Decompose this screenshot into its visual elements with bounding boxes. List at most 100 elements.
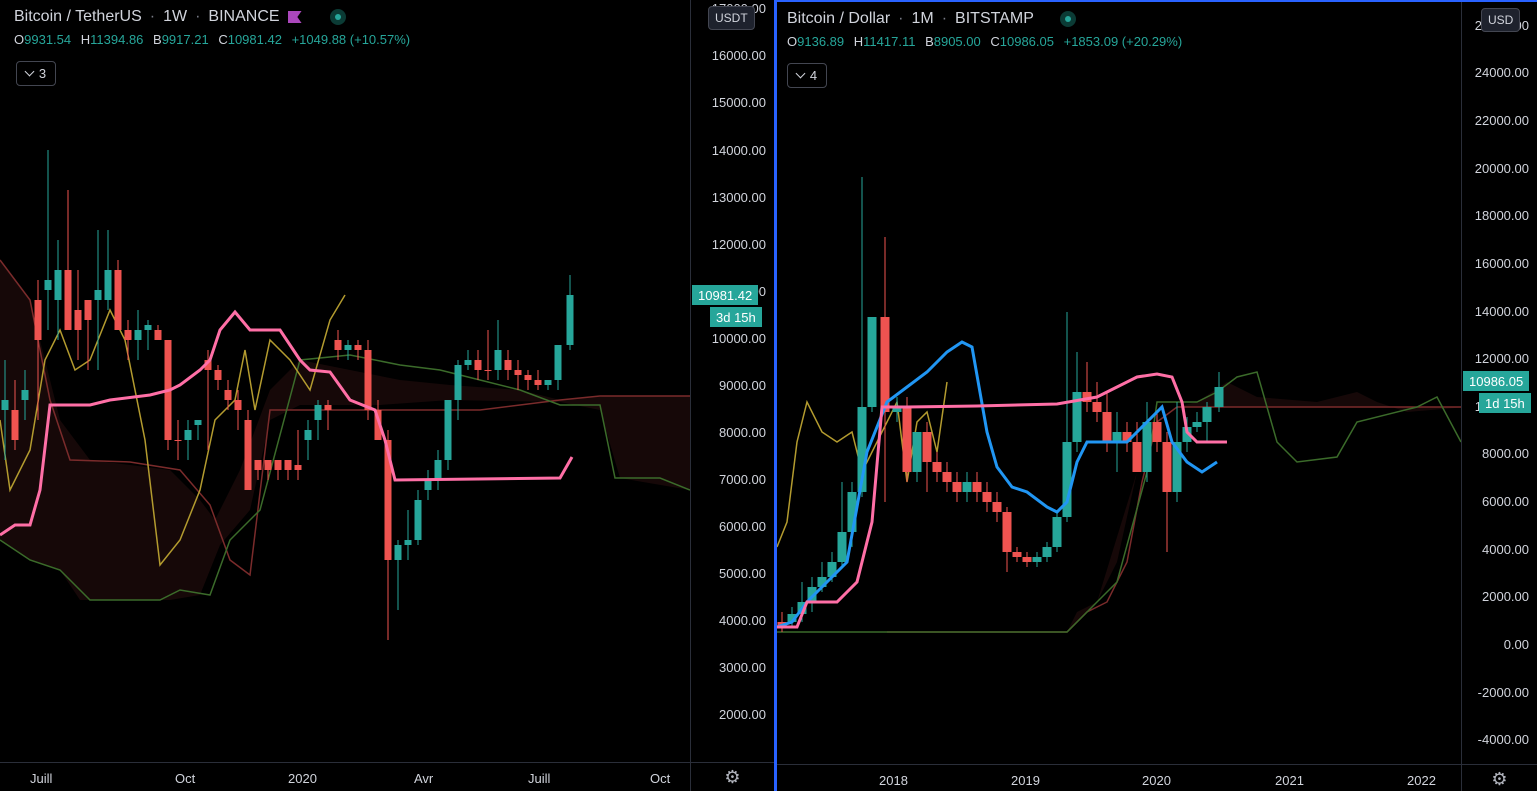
left-time-axis[interactable]: Juill Oct 2020 Avr Juill Oct	[0, 762, 690, 791]
candle-body	[857, 407, 867, 492]
candle-body	[827, 562, 837, 577]
candle-body	[1002, 512, 1012, 552]
left-countdown-tag: 3d 15h	[710, 307, 762, 327]
time-tick-label: 2022	[1407, 773, 1436, 788]
left-ohlc-values: O9931.54 H11394.86 B9917.21 C10981.42 +1…	[14, 32, 411, 47]
candle-body	[314, 405, 322, 420]
right-indicators-toggle-button[interactable]: 4	[787, 63, 827, 88]
candle-body	[1092, 402, 1102, 412]
candle-body	[84, 300, 92, 320]
right-symbol-title[interactable]: Bitcoin / Dollar · 1M · BITSTAMP	[787, 10, 1188, 28]
candle-body	[942, 472, 952, 482]
left-chart-svg	[0, 150, 690, 640]
candle-body	[354, 345, 362, 350]
candle-body	[454, 365, 462, 400]
candle-body	[44, 280, 52, 290]
time-tick-label: 2020	[288, 771, 317, 786]
price-tick-label: 4000.00	[719, 612, 766, 628]
left-indicators-toggle-button[interactable]: 3	[16, 61, 56, 86]
right-high: 11417.11	[863, 34, 916, 49]
candle-body	[244, 420, 252, 490]
time-tick-label: 2021	[1275, 773, 1304, 788]
candle-body	[464, 360, 472, 365]
price-tick-label: 3000.00	[719, 659, 766, 675]
candle-body	[867, 317, 877, 407]
left-last-price-tag: 10981.42	[692, 285, 759, 305]
right-legend: Bitcoin / Dollar · 1M · BITSTAMP O9136.8…	[787, 10, 1188, 49]
candle-body	[284, 460, 292, 470]
left-exchange: BINANCE	[208, 8, 280, 25]
right-exchange: BITSTAMP	[955, 10, 1034, 27]
right-currency-button[interactable]: USD	[1481, 8, 1521, 32]
left-chart-pane[interactable]: Bitcoin / TetherUS · 1W · BINANCE O9931.…	[0, 0, 774, 791]
candle-body	[1214, 387, 1224, 407]
candle-body	[214, 370, 222, 380]
candle-body	[1072, 392, 1082, 442]
time-tick-label: 2018	[879, 773, 908, 788]
left-settings-corner[interactable]: ⚙	[690, 762, 774, 791]
price-tick-label: 16000.00	[711, 48, 766, 64]
left-interval: 1W	[163, 8, 188, 25]
left-legend: Bitcoin / TetherUS · 1W · BINANCE O9931.…	[14, 8, 416, 47]
candle-body	[524, 375, 532, 380]
candle-body	[344, 345, 352, 350]
candle-body	[1112, 432, 1122, 442]
price-tick-label: 16000.00	[1474, 255, 1529, 271]
right-price-axis[interactable]: 26000.0024000.0022000.0020000.0018000.00…	[1461, 2, 1537, 764]
left-close: 10981.42	[227, 32, 282, 47]
candle-body	[234, 400, 242, 410]
candle-body	[264, 460, 272, 470]
price-tick-label: 8000.00	[719, 424, 766, 440]
left-currency-button[interactable]: USDT	[708, 6, 755, 30]
candle-body	[204, 360, 212, 370]
candle-body	[1142, 422, 1152, 472]
gear-icon[interactable]: ⚙	[1491, 768, 1508, 789]
candle-body	[1032, 557, 1042, 562]
candle-body	[484, 370, 492, 371]
price-tick-label: -4000.00	[1477, 732, 1529, 748]
candle-body	[64, 270, 72, 330]
time-tick-label: 2019	[1011, 773, 1040, 788]
right-interval: 1M	[911, 10, 934, 27]
ichimoku-cloud	[887, 382, 1461, 632]
right-time-axis[interactable]: 2018 2019 2020 2021 2022	[777, 764, 1461, 791]
time-tick-label: Oct	[650, 771, 671, 786]
price-tick-label: 6000.00	[1482, 494, 1529, 510]
candle-body	[364, 350, 372, 410]
price-tick-label: 2000.00	[1482, 589, 1529, 605]
right-chart-pane[interactable]: Bitcoin / Dollar · 1M · BITSTAMP O9136.8…	[774, 0, 1537, 791]
right-settings-corner[interactable]: ⚙	[1461, 764, 1537, 791]
right-countdown-tag: 1d 15h	[1479, 393, 1531, 413]
right-close: 10986.05	[999, 34, 1054, 49]
candle-body	[294, 465, 302, 470]
candle-body	[1152, 422, 1162, 442]
price-tick-label: 4000.00	[1482, 541, 1529, 557]
right-symbol-name: Bitcoin / Dollar	[787, 10, 891, 27]
candle-body	[514, 370, 522, 375]
left-symbol-title[interactable]: Bitcoin / TetherUS · 1W · BINANCE	[14, 8, 416, 26]
candle-body	[144, 325, 152, 330]
candle-body	[384, 440, 392, 560]
left-high: 11394.86	[90, 32, 144, 47]
left-plot-area[interactable]	[0, 0, 690, 762]
price-tick-label: 20000.00	[1474, 160, 1529, 176]
senkou-span-b-line	[887, 406, 1461, 633]
gear-icon[interactable]: ⚙	[724, 766, 741, 787]
price-tick-label: 15000.00	[711, 95, 766, 111]
kijun-line	[777, 340, 1218, 629]
candle-body	[1132, 442, 1142, 472]
candle-body	[224, 390, 232, 400]
candle-body	[494, 350, 502, 370]
right-plot-area[interactable]	[777, 2, 1461, 764]
candle-body	[414, 500, 422, 540]
ichimoku-cloud	[0, 260, 690, 600]
market-status-icon	[1059, 11, 1076, 27]
price-tick-label: 22000.00	[1474, 113, 1529, 129]
candle-body	[1052, 517, 1062, 547]
candle-body	[1042, 547, 1052, 557]
candle-body	[566, 295, 574, 345]
left-price-axis[interactable]: 17000.0016000.0015000.0014000.0013000.00…	[690, 0, 774, 762]
right-last-price-tag: 10986.05	[1463, 371, 1530, 391]
candle-body	[474, 360, 482, 370]
flag-icon[interactable]	[287, 11, 302, 23]
